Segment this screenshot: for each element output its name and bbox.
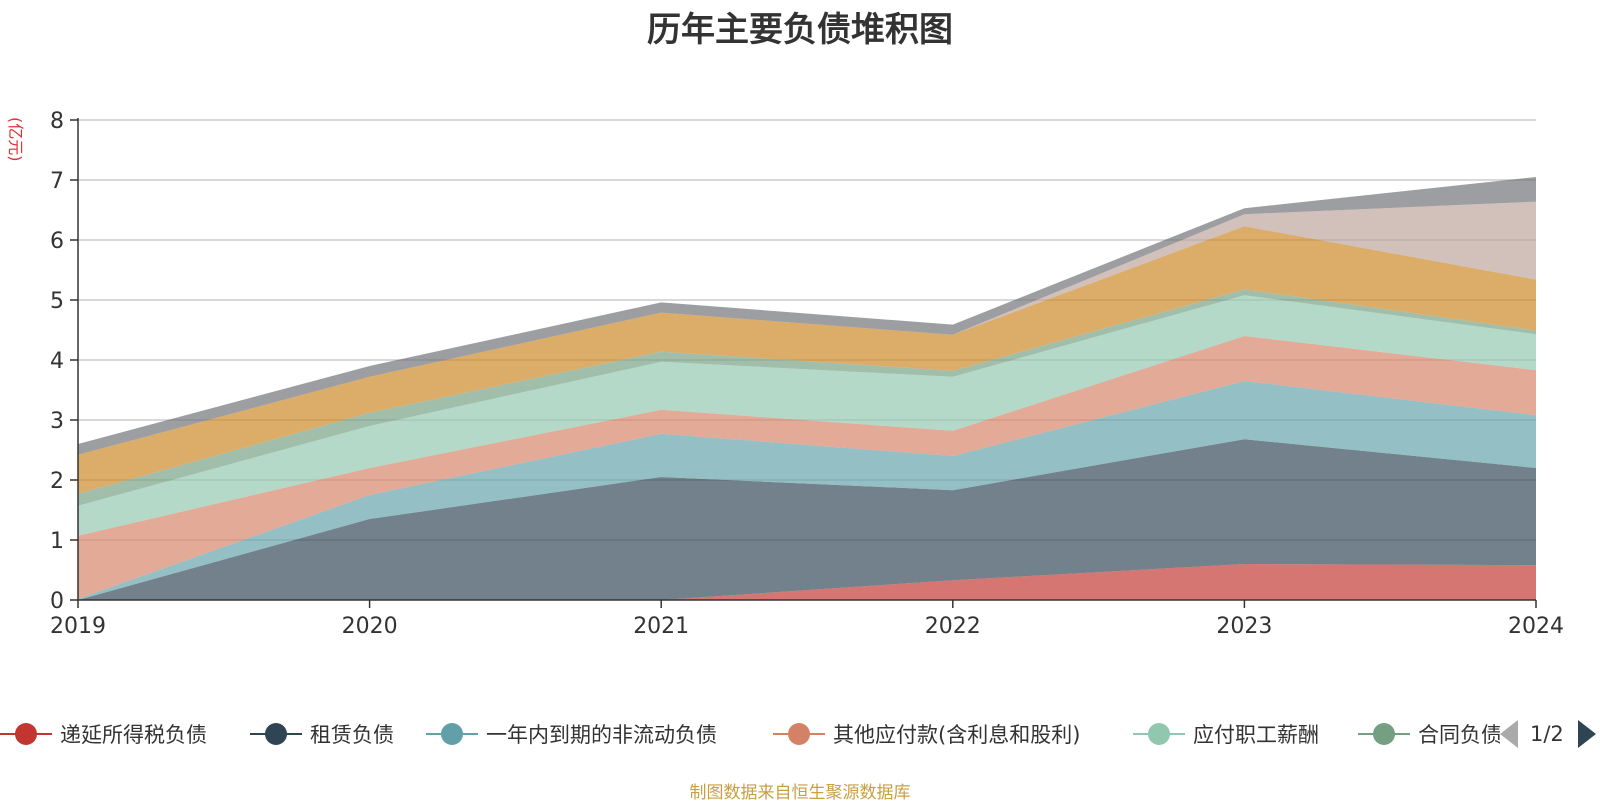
legend-marker-icon — [1133, 722, 1185, 746]
y-tick-label: 1 — [50, 529, 64, 554]
area-series-1 — [78, 564, 1536, 600]
legend-item[interactable]: 租赁负债 — [250, 712, 394, 756]
legend-items: 递延所得税负债 租赁负债 一年内到期的非流动负债 其他应付款(含利息和股利) 应付职工薪… — [0, 712, 1500, 756]
y-tick-label: 2 — [50, 469, 64, 494]
legend-item[interactable]: 应付职工薪酬 — [1133, 712, 1319, 756]
data-source-note: 制图数据来自恒生聚源数据库 — [689, 783, 911, 803]
area-series-8 — [78, 201, 1536, 455]
y-tick-label: 7 — [50, 169, 64, 194]
area-series-6 — [78, 289, 1536, 506]
area-series-7 — [78, 226, 1536, 494]
legend-item[interactable]: 一年内到期的非流动负债 — [426, 712, 717, 756]
legend-label: 租赁负债 — [310, 723, 394, 747]
legend-label: 应付职工薪酬 — [1193, 723, 1319, 747]
legend-prev-page-icon[interactable] — [1500, 720, 1518, 748]
y-tick-label: 3 — [50, 409, 64, 434]
legend-label: 合同负债 — [1418, 723, 1500, 747]
y-tick-label: 4 — [50, 349, 64, 374]
axes: 0 1 2 3 4 5 6 7 8 2019 2020 2021 2022 2023 2024 — [50, 109, 1564, 639]
legend-marker-icon — [0, 722, 52, 746]
y-tick-label: 6 — [50, 229, 64, 254]
y-tick-label: 5 — [50, 289, 64, 314]
legend-pager: 1/2 — [1500, 712, 1596, 756]
y-tick-label: 8 — [50, 109, 64, 134]
legend-label: 一年内到期的非流动负债 — [486, 723, 717, 747]
legend-item[interactable]: 合同负债 — [1358, 712, 1500, 756]
chart-title: 历年主要负债堆积图 — [647, 10, 953, 50]
y-tick-label: 0 — [50, 589, 64, 614]
legend-next-page-icon[interactable] — [1577, 720, 1596, 748]
area-series-2 — [78, 439, 1536, 600]
legend-marker-icon — [250, 722, 302, 746]
legend-item[interactable]: 其他应付款(含利息和股利) — [773, 712, 1080, 756]
legend-label: 递延所得税负债 — [60, 723, 207, 747]
area-series-3 — [78, 381, 1536, 600]
legend-label: 其他应付款(含利息和股利) — [833, 723, 1081, 747]
legend-marker-icon — [426, 722, 478, 746]
stacked-area-chart: 0 1 2 3 4 5 6 7 8 2019 2020 2021 2022 2023 2024 — [50, 109, 1564, 639]
legend-marker-icon — [1358, 722, 1410, 746]
area-series-4 — [78, 336, 1536, 599]
x-tick-label: 2024 — [1508, 614, 1564, 639]
legend: 递延所得税负债 租赁负债 一年内到期的非流动负债 其他应付款(含利息和股利) 应付职工薪… — [0, 712, 1600, 756]
area-series — [78, 177, 1536, 600]
x-tick-label: 2020 — [342, 614, 398, 639]
legend-marker-icon — [773, 722, 825, 746]
area-series-5 — [78, 295, 1536, 536]
area-series-9 — [78, 177, 1536, 455]
x-tick-label: 2021 — [633, 614, 689, 639]
x-tick-label: 2023 — [1216, 614, 1272, 639]
legend-page-indicator: 1/2 — [1530, 722, 1564, 746]
x-tick-label: 2022 — [925, 614, 981, 639]
legend-item[interactable]: 递延所得税负债 — [0, 712, 207, 756]
x-tick-label: 2019 — [50, 614, 106, 639]
